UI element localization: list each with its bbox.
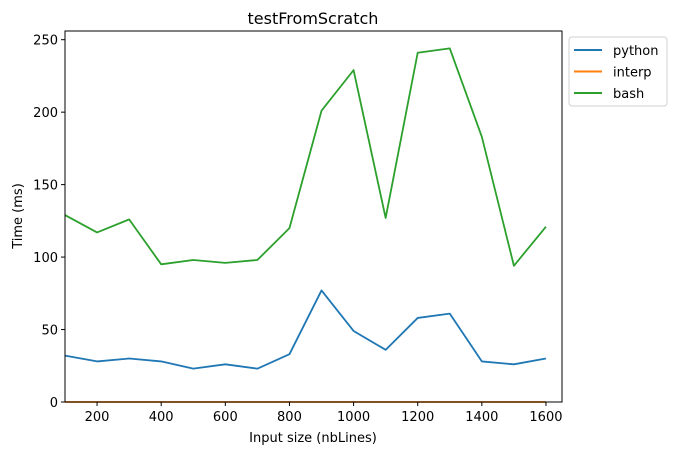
x-tick-label: 400 [149, 410, 174, 425]
legend-label-interp: interp [613, 66, 652, 81]
plot-frame [64, 30, 563, 403]
legend-box [568, 36, 668, 107]
x-tick-label: 1000 [337, 410, 370, 425]
y-tick-label: 100 [33, 251, 58, 266]
series-line-bash [64, 47, 547, 267]
x-tick-label: 1200 [401, 410, 434, 425]
chart-title: testFromScratch [248, 9, 379, 28]
x-tick-label: 1400 [465, 410, 498, 425]
y-tick-label: 150 [33, 179, 58, 194]
series-line-python [64, 289, 547, 370]
y-tick-label: 200 [33, 106, 58, 121]
x-tick-label: 1600 [529, 410, 562, 425]
x-tick-label: 200 [85, 410, 110, 425]
legend: python interp bash [568, 36, 668, 107]
plot-lines [64, 47, 547, 403]
x-tick-label: 600 [213, 410, 238, 425]
y-axis-label: Time (ms) [11, 183, 26, 250]
y-tick-label: 250 [33, 34, 58, 49]
y-tick-label: 0 [50, 396, 58, 411]
legend-label-bash: bash [613, 87, 644, 102]
y-tick-label: 50 [41, 324, 58, 339]
y-axis-ticks: 0 50 100 150 200 250 [33, 34, 65, 411]
legend-label-python: python [613, 44, 658, 59]
x-tick-label: 800 [277, 410, 302, 425]
x-axis-ticks: 200 400 600 800 1000 1200 1400 1600 [85, 402, 563, 425]
x-axis-label: Input size (nbLines) [249, 431, 377, 446]
